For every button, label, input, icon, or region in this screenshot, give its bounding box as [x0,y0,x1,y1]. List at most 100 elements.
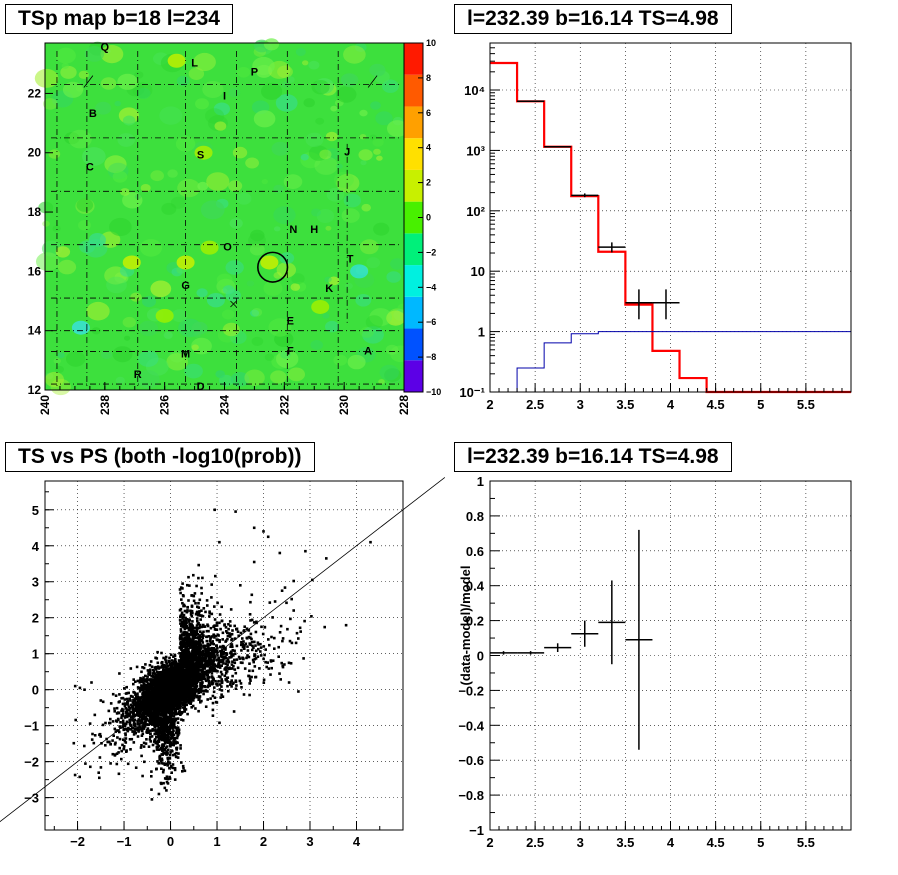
scatter-point [114,730,118,733]
scatter-point [255,621,258,625]
map-pixel [355,294,372,307]
map-pixel [376,155,383,161]
scatter-point [196,627,199,630]
scatter-point [93,713,97,717]
scatter-point [204,705,208,708]
scatter-point [153,725,157,729]
scatter-point [138,719,142,722]
scatter-point [174,701,177,705]
scatter-point [123,698,127,701]
scatter-point [198,610,201,613]
scatter-point [132,708,135,711]
scatter-point [189,672,193,676]
scatter-point [210,642,213,645]
scatter-point [186,609,189,613]
scatter-point [205,653,209,656]
scatter-point [123,739,127,743]
map-pixel [221,309,235,320]
scatter-point [185,668,189,671]
map-pixel [315,117,325,125]
scatter-point [134,680,137,683]
scatter-point [136,692,139,695]
scatter-point [197,698,200,701]
map-pixel [117,133,135,147]
scatter-point [206,676,209,680]
scatter-point [212,642,215,646]
scatter-point [186,659,189,662]
scatter-point [238,679,242,683]
scatter-point [271,659,275,662]
scatter-point [172,741,176,744]
scatter-point [145,700,148,703]
scatter-point [251,658,255,662]
scatter-point [181,587,184,590]
map-pixel [283,174,303,190]
scatter-point [250,593,254,597]
scatter-point [221,695,225,698]
scatter-point [216,651,219,654]
map-pixel [91,327,101,335]
map-pixel [328,276,340,286]
scatter-point [248,613,252,616]
map-pixel [88,233,106,247]
scatter-point [143,760,146,764]
map-x-tick-label: 240 [38,395,52,415]
scatter-point [163,730,166,733]
map-pixel [78,220,91,231]
scatter-point [113,707,116,710]
scatter-point [248,682,251,685]
scatter-point [229,624,232,628]
colorbar-segment [404,169,423,202]
scatter-point [168,756,171,760]
map-y-tick-label: 18 [28,205,42,219]
map-pixel [236,192,252,205]
scatter-point [158,754,162,758]
scatter-point [151,672,155,675]
map-pixel [373,148,381,155]
scatter-point [146,727,150,730]
scatter-point [216,638,220,642]
scatter-point [152,720,155,724]
scatter-point [196,605,199,609]
scatter-point [195,684,198,687]
scatter-point [191,650,195,654]
scatter-point [173,669,177,673]
colorbar-segment [404,74,423,107]
scatter-point [225,630,228,633]
scatter-point [212,690,216,694]
scatter-point [159,725,163,729]
scatter-point [226,663,229,666]
scatter-point [244,642,248,646]
scatter-point [195,584,198,588]
scatter-point [173,768,177,772]
scatter-point [269,660,273,663]
scatter-point [128,697,131,701]
scatter-point [155,698,158,702]
scatter-point [190,632,194,636]
map-pixel [191,337,212,355]
scatter-point [160,701,163,705]
scatter-point [141,666,144,669]
scatter-point [179,704,182,707]
scatter-point [173,726,176,729]
scatter-point [187,695,190,699]
scatter-point [132,730,135,733]
map-region-label: P [251,67,258,79]
scatter-point [165,709,169,712]
scatter-point [114,741,117,745]
map-region-label: Q [101,41,110,53]
scatter-point [273,647,276,650]
scatter-point [155,712,158,716]
scatter-point [188,691,191,695]
scatter-point [181,719,185,722]
scatter-point [195,643,198,647]
scatter-point [156,725,160,728]
scatter-point [121,714,124,717]
scatter-point [142,688,145,692]
scatter-point [168,738,171,742]
map-pixel [343,45,366,64]
scatter-point [193,673,196,677]
scatter-point [194,602,197,605]
scatter-point [219,670,223,674]
scatter-point [157,762,160,765]
